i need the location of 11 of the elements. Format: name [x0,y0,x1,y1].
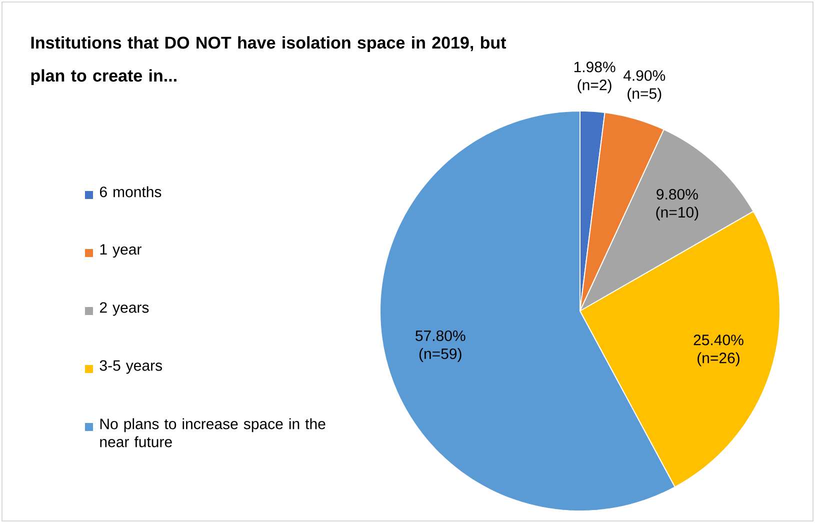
legend-label: 6 months [100,186,162,198]
legend-label: 2 years [100,302,149,316]
data-label: 1.98% (n=2) [574,62,616,94]
data-label: 4.90% (n=5) [623,70,666,102]
chart-title: Institutions that DO NOT have isolation space in 2019, but plan to create in... [31,36,506,86]
legend-label: No plans to increase space in the near future [100,418,326,448]
data-label: 9.80% (n=10) [656,188,698,221]
legend-label: 1 year [100,244,142,258]
legend-label: 3-5 years [100,360,162,374]
data-label: 57.80% (n=59) [416,330,466,362]
data-label: 25.40% (n=26) [694,334,744,366]
